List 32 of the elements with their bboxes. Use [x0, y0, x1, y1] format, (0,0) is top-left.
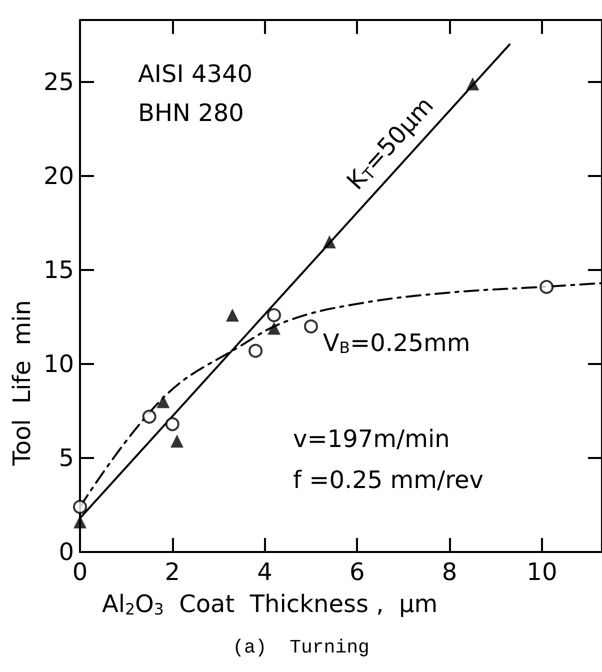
x-axis-title: Al2O3 Coat Thickness , μm	[102, 590, 438, 618]
y-tick-label: 15	[43, 256, 74, 284]
point	[304, 319, 318, 334]
point	[226, 308, 239, 322]
series-label: VB=0.25mm	[322, 328, 470, 358]
point	[540, 280, 554, 294]
x-tick-label: 2	[164, 558, 180, 586]
point	[165, 417, 180, 432]
y-axis-title: Tool Life min	[8, 300, 36, 467]
point	[142, 410, 156, 424]
point	[156, 395, 170, 408]
text: (a) Turning	[232, 636, 370, 658]
x-tick-label: 8	[442, 558, 458, 586]
y-tick-label: 25	[43, 68, 74, 96]
y-tick-label: 5	[58, 444, 74, 472]
x-tick-label: 6	[350, 558, 365, 586]
point	[170, 434, 184, 448]
point	[268, 322, 281, 335]
point	[466, 77, 480, 90]
y-tick-label: 20	[43, 162, 74, 190]
point	[267, 308, 282, 322]
annotation: f =0.25 mm/rev	[293, 466, 484, 494]
point	[322, 235, 336, 248]
annotation: AISI 4340	[138, 60, 253, 88]
x-tick-label: 10	[526, 558, 558, 586]
x-tick-label: 4	[257, 558, 272, 586]
point	[248, 344, 263, 358]
y-tick-label: 10	[43, 350, 74, 378]
point	[73, 500, 87, 514]
annotation: v=197m/min	[293, 425, 450, 453]
annotation: BHN 280	[138, 99, 244, 127]
y-tick-label: 0	[58, 538, 74, 566]
